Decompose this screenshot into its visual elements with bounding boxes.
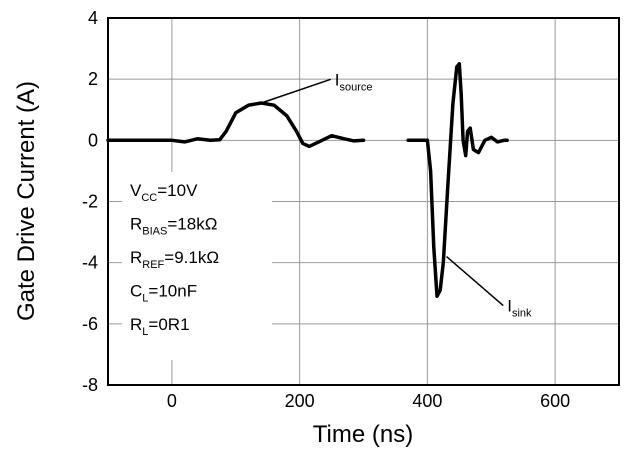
- y-tick-label: 2: [88, 69, 98, 89]
- series-line-isink: [406, 62, 509, 299]
- condition-line: VCC=10V: [130, 181, 198, 204]
- x-tick-label: 400: [412, 391, 442, 411]
- condition-line: CL=10nF: [130, 282, 197, 305]
- plot-frame: [107, 17, 620, 386]
- y-tick-label: -6: [82, 314, 98, 334]
- series-group: [106, 62, 509, 299]
- y-tick-label: 0: [88, 130, 98, 150]
- series-line-isource: [106, 101, 366, 149]
- conditions-background: [122, 172, 272, 360]
- y-tick-labels: 4 2 0 -2 -4 -6 -8: [82, 8, 98, 395]
- annotation-label-source: Isource: [335, 70, 373, 93]
- y-tick-label: -4: [82, 253, 98, 273]
- condition-line: RREF=9.1kΩ: [130, 248, 219, 271]
- y-tick-label: 4: [88, 8, 98, 28]
- x-axis-label: Time (ns): [313, 421, 413, 448]
- condition-line: RL=0R1: [130, 315, 190, 338]
- y-axis-label: Gate Drive Current (A): [13, 81, 40, 321]
- x-tick-label: 200: [285, 391, 315, 411]
- x-tick-label: 600: [540, 391, 570, 411]
- x-tick-label: 0: [167, 391, 177, 411]
- condition-line: RBIAS=18kΩ: [130, 215, 217, 238]
- y-tick-label: -8: [82, 375, 98, 395]
- annotations: Isource Isink: [261, 70, 532, 320]
- annotation-leader-0: [261, 78, 331, 104]
- annotation-label-sink: Isink: [507, 297, 532, 320]
- x-tick-labels: 0 200 400 600: [167, 391, 570, 411]
- annotation-leader-1: [446, 255, 504, 307]
- y-tick-label: -2: [82, 192, 98, 212]
- conditions-box: VCC=10V RBIAS=18kΩ RREF=9.1kΩ CL=10nF RL=0R1: [122, 172, 272, 360]
